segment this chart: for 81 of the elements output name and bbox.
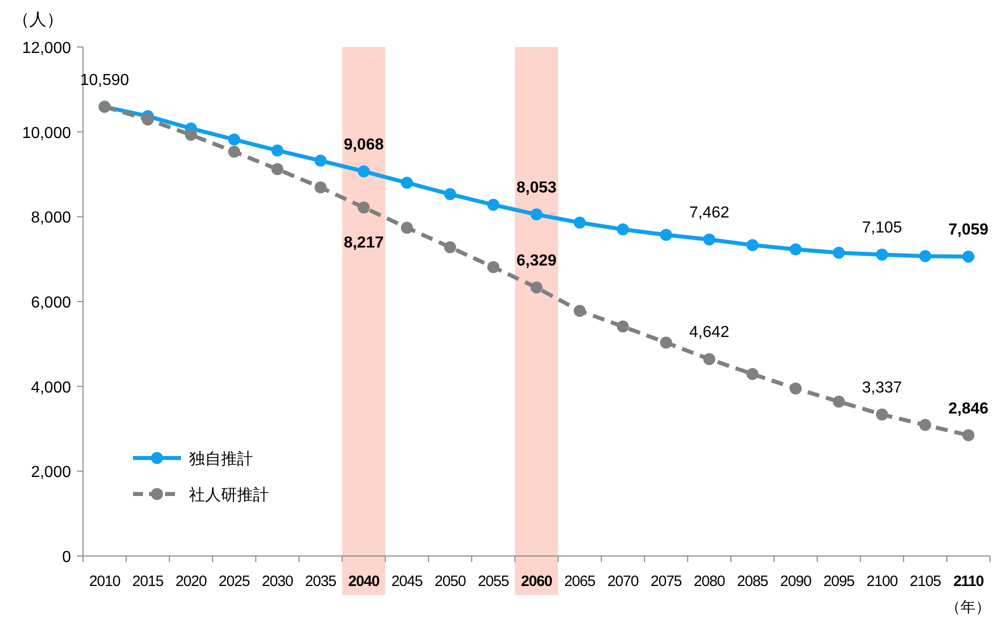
data-label: 3,337 — [862, 379, 902, 396]
point — [271, 144, 284, 156]
point — [400, 176, 413, 189]
x-tick-label: 2090 — [780, 573, 812, 590]
point — [228, 146, 240, 158]
y-tick-label: 0 — [62, 549, 72, 566]
x-tick-label: 2035 — [305, 573, 336, 590]
point — [271, 163, 284, 176]
y-tick-label: 4,000 — [30, 379, 72, 396]
x-tick-label: 2105 — [910, 573, 941, 590]
x-tick-label: 2095 — [823, 573, 855, 590]
point — [487, 198, 500, 211]
data-label: 8,217 — [344, 234, 384, 252]
x-tick-label: 2060 — [521, 573, 552, 590]
x-tick-label: 2075 — [650, 573, 682, 590]
point — [184, 128, 197, 141]
point — [400, 222, 413, 234]
data-label: 10,590 — [80, 72, 130, 89]
point — [876, 408, 888, 420]
point — [703, 353, 716, 366]
data-label: 7,105 — [862, 220, 902, 237]
point — [228, 133, 240, 146]
point — [876, 248, 888, 261]
point — [616, 320, 629, 333]
point — [832, 396, 845, 408]
point — [660, 336, 672, 349]
data-label: 7,059 — [948, 222, 989, 239]
x-tick-label: 2080 — [694, 573, 725, 590]
point — [919, 418, 932, 431]
x-tick-label: 2020 — [175, 573, 207, 590]
x-tick-label: 2065 — [564, 573, 596, 590]
x-tick-label: 2050 — [434, 573, 466, 590]
x-tick-label: 2030 — [262, 573, 294, 590]
x-tick-label: 2040 — [348, 573, 380, 590]
point — [790, 243, 802, 256]
x-tick-label: 2015 — [132, 573, 164, 590]
point — [746, 239, 758, 252]
y-tick-label: 8,000 — [30, 210, 72, 227]
point — [530, 208, 542, 220]
point — [574, 216, 586, 229]
y-axis-title: （人） — [12, 10, 64, 29]
point — [487, 261, 500, 274]
point — [358, 165, 370, 178]
x-tick-label: 2110 — [953, 573, 984, 590]
point — [962, 429, 974, 442]
point — [919, 250, 932, 262]
point — [574, 304, 586, 317]
point — [142, 114, 154, 126]
x-tick-label: 2025 — [218, 573, 250, 590]
y-tick-label: 2,000 — [30, 464, 72, 482]
data-label: 9,068 — [344, 136, 384, 154]
x-tick-label: 2045 — [391, 573, 423, 590]
point — [616, 223, 629, 236]
point — [358, 201, 370, 214]
legend-label: 社人研推計 — [189, 486, 269, 504]
point — [746, 368, 758, 380]
point — [530, 282, 542, 294]
y-tick-label: 6,000 — [30, 294, 72, 312]
point — [703, 233, 716, 246]
point — [444, 241, 456, 254]
y-tick-label: 12,000 — [22, 40, 72, 57]
point — [314, 181, 327, 194]
data-label: 8,053 — [516, 179, 557, 196]
point — [444, 188, 456, 200]
x-tick-label: 2055 — [478, 573, 510, 590]
point — [790, 382, 802, 394]
x-tick-label: 2070 — [607, 573, 639, 590]
data-label: 2,846 — [948, 400, 989, 418]
legend-label: 独自推計 — [189, 450, 253, 468]
x-tick-label: 2010 — [89, 573, 120, 590]
point — [660, 228, 672, 241]
point — [832, 246, 845, 259]
data-label: 6,329 — [516, 252, 557, 270]
data-label: 7,462 — [689, 204, 730, 222]
x-tick-label: 2100 — [866, 573, 898, 590]
x-axis-title: （年） — [946, 599, 990, 616]
y-tick-label: 10,000 — [22, 124, 72, 142]
point — [314, 154, 327, 167]
data-label: 4,642 — [689, 324, 730, 342]
x-tick-label: 2085 — [736, 573, 768, 590]
point — [962, 250, 974, 263]
